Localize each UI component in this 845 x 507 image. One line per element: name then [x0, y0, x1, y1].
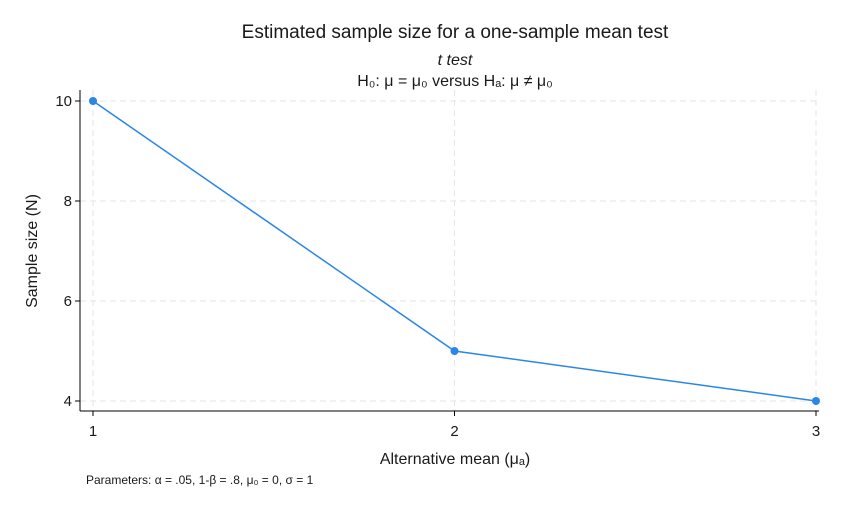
y-tick-label: 10 [55, 93, 72, 110]
gridlines [80, 90, 817, 411]
x-tick-label: 2 [450, 423, 458, 440]
data-point [450, 347, 459, 355]
series-layer [89, 97, 820, 405]
y-tick-label: 8 [64, 193, 72, 210]
chart-subtitle-hypothesis: H₀: μ = μ₀ versus Hₐ: μ ≠ μ₀ [357, 73, 553, 90]
x-tick-label: 3 [812, 423, 820, 440]
data-point [812, 397, 820, 405]
y-tick-label: 6 [64, 293, 72, 310]
parameters-note: Parameters: α = .05, 1-β = .8, μ₀ = 0, σ… [86, 473, 314, 487]
chart-title: Estimated sample size for a one-sample m… [242, 22, 669, 43]
y-axis-title: Sample size (N) [24, 194, 41, 308]
x-tick-label: 1 [89, 423, 97, 440]
y-tick-label: 4 [64, 393, 72, 410]
x-axis-title: Alternative mean (μₐ) [380, 451, 530, 468]
chart-subtitle-test: t test [438, 52, 473, 69]
data-point [89, 97, 97, 105]
